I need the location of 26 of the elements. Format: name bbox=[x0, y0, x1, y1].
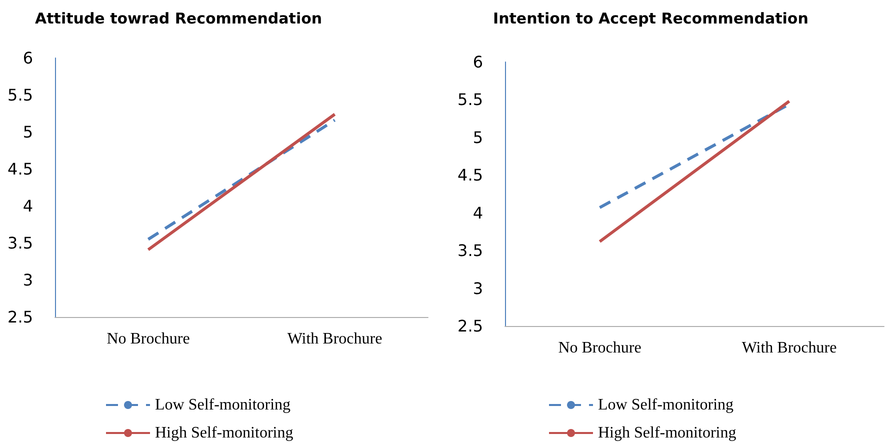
chart-title: Attitude towrad Recommendation bbox=[35, 10, 322, 28]
y-tick-label: 6 bbox=[472, 52, 483, 72]
y-tick-label: 4 bbox=[472, 203, 483, 222]
y-tick-label: 4 bbox=[22, 196, 33, 216]
x-tick-label: With Brochure bbox=[287, 330, 382, 348]
x-tick-label: With Brochure bbox=[742, 340, 837, 356]
y-tick-label: 5.5 bbox=[458, 90, 483, 110]
legend-label: High Self-monitoring bbox=[598, 424, 736, 442]
y-tick-label: 3.5 bbox=[8, 234, 33, 252]
legend-label: High Self-monitoring bbox=[155, 424, 294, 442]
y-tick-label: 6 bbox=[22, 48, 33, 68]
legend-label: Low Self-monitoring bbox=[598, 396, 734, 414]
y-tick-label: 2.5 bbox=[8, 308, 33, 326]
x-tick-label: No Brochure bbox=[558, 340, 642, 356]
y-tick-label: 2.5 bbox=[458, 316, 483, 336]
x-tick-label: No Brochure bbox=[106, 330, 190, 348]
y-tick-label: 4.5 bbox=[458, 166, 483, 185]
y-tick-label: 3 bbox=[472, 278, 483, 298]
y-tick-label: 3.5 bbox=[458, 241, 483, 260]
y-tick-label: 5 bbox=[22, 122, 33, 142]
y-tick-label: 3 bbox=[22, 270, 33, 290]
chart-title: Intention to Accept Recommendation bbox=[493, 10, 808, 28]
y-tick-label: 5 bbox=[472, 128, 483, 147]
y-tick-label: 5.5 bbox=[8, 86, 33, 104]
legend-label: Low Self-monitoring bbox=[155, 396, 291, 414]
y-tick-label: 4.5 bbox=[8, 160, 33, 178]
